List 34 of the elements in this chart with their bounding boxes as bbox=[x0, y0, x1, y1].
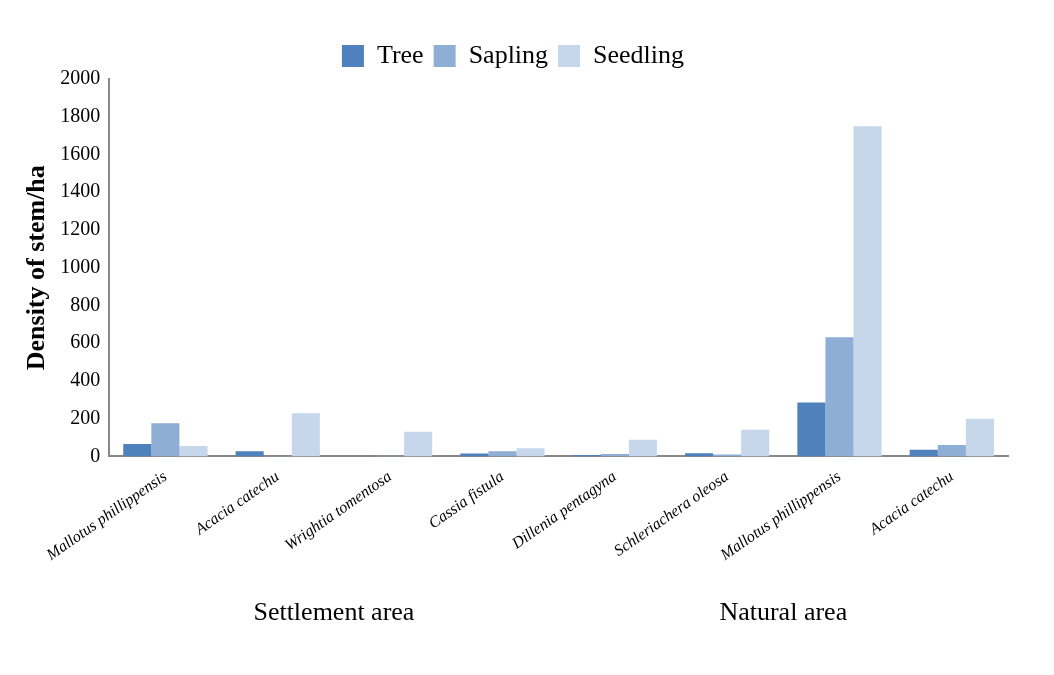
bar bbox=[291, 413, 320, 457]
y-tick-label: 1400 bbox=[60, 179, 101, 202]
y-tick-label: 0 bbox=[90, 443, 101, 466]
bar bbox=[235, 451, 264, 457]
bar bbox=[628, 439, 657, 457]
bar bbox=[965, 418, 994, 457]
y-axis-title: Density of stem/ha bbox=[21, 165, 51, 371]
bar bbox=[488, 451, 517, 457]
bar bbox=[853, 126, 882, 457]
bar bbox=[404, 431, 433, 457]
y-tick-label: 1800 bbox=[60, 103, 101, 126]
bar bbox=[684, 453, 714, 457]
y-tick-label: 1600 bbox=[60, 141, 101, 164]
y-tick-label: 1200 bbox=[60, 217, 101, 240]
legend-label: Sapling bbox=[468, 39, 549, 69]
text: Settlement area bbox=[253, 596, 415, 626]
bar bbox=[797, 402, 826, 457]
legend-label: Tree bbox=[376, 39, 424, 69]
bar bbox=[741, 429, 770, 457]
y-tick-label: 800 bbox=[70, 292, 101, 315]
bar bbox=[909, 449, 938, 457]
text: Natural area bbox=[719, 596, 848, 626]
bar bbox=[825, 337, 854, 457]
y-tick-label: 2000 bbox=[60, 66, 101, 89]
bar bbox=[937, 445, 966, 457]
bar bbox=[179, 446, 208, 457]
bar bbox=[516, 448, 545, 457]
legend-label: Seedling bbox=[593, 39, 685, 69]
bar bbox=[123, 443, 152, 457]
y-tick-label: 200 bbox=[70, 405, 101, 428]
bar bbox=[151, 423, 180, 457]
y-tick-label: 400 bbox=[70, 368, 101, 391]
y-tick-label: 1000 bbox=[60, 254, 101, 277]
y-tick-label: 600 bbox=[70, 330, 101, 353]
